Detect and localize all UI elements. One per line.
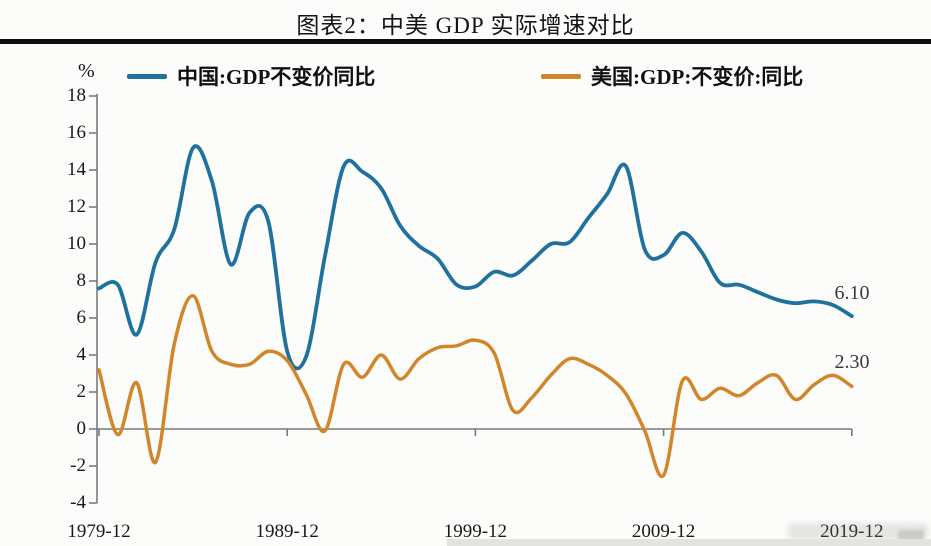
china-gdp-line xyxy=(97,144,854,371)
us-line-swatch xyxy=(541,73,581,79)
x-tick-label: 2009-12 xyxy=(631,521,696,542)
x-tick-label: 1979-12 xyxy=(67,521,131,542)
x-tick-label: 2019-12 xyxy=(820,521,884,542)
y-tick-label: 14 xyxy=(67,159,86,180)
header-divider-rule xyxy=(0,39,931,44)
y-axis-unit-label: % xyxy=(78,60,95,82)
footer-strip xyxy=(447,539,931,546)
y-tick-label: 6 xyxy=(76,307,87,328)
us-gdp-line xyxy=(97,294,854,479)
y-tick-label: -4 xyxy=(70,492,86,513)
legend-item-us: 美国:GDP:不变价:同比 xyxy=(541,61,803,91)
y-tick-label: 12 xyxy=(67,196,86,217)
legend-item-china: 中国:GDP不变价同比 xyxy=(127,61,375,91)
y-tick-label: 18 xyxy=(67,85,86,106)
legend-label-china: 中国:GDP不变价同比 xyxy=(177,65,376,89)
x-tick-label: 1989-12 xyxy=(255,521,319,542)
watermark-smudge xyxy=(788,523,928,540)
y-tick-label: 10 xyxy=(67,233,86,254)
x-tick-label: 1999-12 xyxy=(443,521,508,542)
y-tick-label: 16 xyxy=(67,122,86,143)
china-end-value-label: 6.10 xyxy=(834,282,870,304)
chart-title: 图表2：中美 GDP 实际增速对比 xyxy=(296,13,635,38)
y-tick-label: 2 xyxy=(76,381,87,402)
legend-label-us: 美国:GDP:不变价:同比 xyxy=(591,65,804,89)
china-line-swatch xyxy=(127,73,167,79)
y-tick-label: 0 xyxy=(76,418,87,439)
y-tick-label: 4 xyxy=(76,344,87,365)
y-tick-label: 8 xyxy=(76,270,87,291)
y-tick-label: -2 xyxy=(70,455,86,476)
us-end-value-label: 2.30 xyxy=(834,351,870,373)
